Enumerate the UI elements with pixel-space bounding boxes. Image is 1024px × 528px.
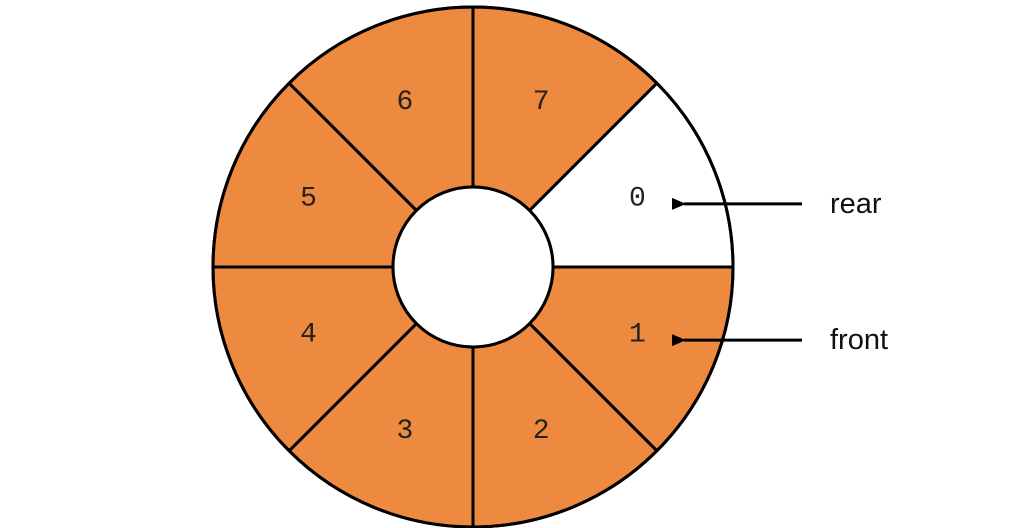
rear-pointer-label: rear [830, 188, 882, 220]
slot-label-5: 5 [300, 183, 317, 214]
slot-label-1: 1 [629, 320, 646, 351]
slot-label-3: 3 [396, 416, 413, 447]
front-pointer-label: front [830, 324, 888, 356]
slot-label-0: 0 [629, 183, 646, 214]
queue-slots [211, 5, 735, 528]
queue-pointers: rear front [672, 188, 888, 356]
ring-center-hole [391, 185, 555, 349]
slot-label-2: 2 [533, 416, 550, 447]
slot-label-4: 4 [300, 320, 317, 351]
slot-label-6: 6 [396, 87, 413, 118]
slot-label-7: 7 [533, 87, 550, 118]
ring-outer-edge [211, 5, 735, 528]
slot-labels: 0 1 2 3 4 5 6 7 [300, 87, 646, 447]
